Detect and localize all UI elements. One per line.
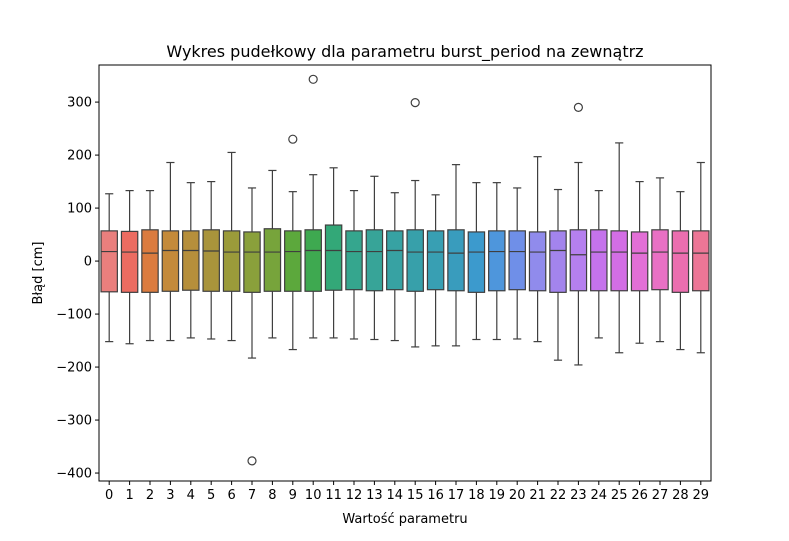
x-tick-label: 16 [427,488,444,503]
chart-title: Wykres pudełkowy dla parametru burst_per… [166,42,643,62]
box-iqr [222,230,241,292]
box-iqr [120,230,139,293]
outlier-point [247,456,257,466]
x-tick-label: 23 [570,488,587,503]
y-axis-label: Błąd [cm] [31,242,46,305]
x-tick-label: 3 [166,488,174,503]
y-tick-label: 100 [67,202,92,217]
box-iqr [610,230,628,292]
outlier-point [288,134,298,144]
box-iqr [365,229,384,292]
box-iqr [426,230,445,291]
x-tick-label: 18 [468,488,485,503]
box-iqr [549,230,567,293]
box-iqr [406,229,424,292]
box-iqr [324,224,343,291]
y-tick-label: 0 [84,255,92,270]
x-tick-label: 14 [387,488,404,503]
box-iqr [345,230,363,291]
x-tick-label: 5 [207,488,215,503]
box-iqr [467,231,486,293]
x-tick-label: 25 [611,488,628,503]
box-iqr [284,230,302,292]
x-tick-label: 15 [407,488,424,503]
box-iqr [100,230,118,293]
x-tick-label: 20 [509,488,526,503]
x-tick-label: 13 [366,488,383,503]
x-tick-label: 29 [693,488,710,503]
plot-frame [98,64,712,482]
outlier-point [573,102,584,112]
x-tick-label: 12 [346,488,363,503]
x-tick-label: 7 [248,488,256,503]
box-iqr [447,229,465,292]
box-iqr [141,229,159,293]
x-tick-label: 6 [227,488,235,503]
box-iqr [488,230,506,292]
x-tick-label: 9 [289,488,297,503]
box-iqr [671,230,690,293]
x-tick-label: 27 [652,488,669,503]
x-tick-label: 10 [305,488,322,503]
box-iqr [590,229,608,292]
y-tick-label: −100 [56,308,92,323]
outlier-point [308,74,318,84]
outlier-point [410,98,420,108]
y-tick-label: 300 [67,96,92,111]
box-iqr [202,229,220,292]
x-tick-label: 4 [187,488,195,503]
y-tick-label: −300 [56,414,92,429]
x-tick-label: 8 [268,488,276,503]
x-tick-label: 1 [125,488,133,503]
y-tick-label: 200 [67,149,92,164]
x-tick-label: 0 [105,488,113,503]
box-iqr [569,229,588,292]
x-tick-label: 28 [672,488,689,503]
box-iqr [182,230,200,291]
box-iqr [243,231,261,293]
y-tick-label: −200 [56,361,92,376]
box-iqr [161,230,180,292]
x-tick-label: 17 [448,488,465,503]
box-iqr [508,230,526,291]
x-tick-label: 19 [489,488,506,503]
box-iqr [630,231,649,292]
box-iqr [304,229,322,292]
x-tick-label: 22 [550,488,567,503]
box-iqr [528,231,547,292]
x-tick-label: 11 [325,488,342,503]
box-iqr [692,230,710,292]
box-iqr [651,229,669,291]
box-iqr [263,228,282,292]
x-tick-label: 2 [146,488,154,503]
x-tick-label: 21 [529,488,546,503]
box-iqr [386,230,404,291]
x-axis-label: Wartość parametru [342,512,467,527]
y-tick-label: −400 [56,467,92,482]
x-tick-label: 26 [631,488,648,503]
x-tick-label: 24 [591,488,608,503]
